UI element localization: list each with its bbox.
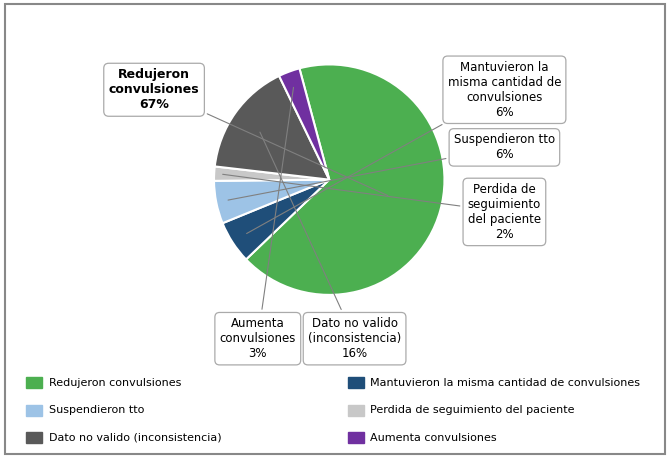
Wedge shape [214, 166, 329, 181]
Text: Dato no valido
(inconsistencia)
16%: Dato no valido (inconsistencia) 16% [260, 132, 401, 360]
Text: Mantuvieron la
misma cantidad de
convulsiones
6%: Mantuvieron la misma cantidad de convuls… [247, 61, 561, 234]
Text: Redujeron
convulsiones
67%: Redujeron convulsiones 67% [109, 68, 388, 196]
Text: Suspendieron tto
6%: Suspendieron tto 6% [228, 133, 555, 200]
Bar [348, 377, 364, 388]
Bar [26, 405, 42, 416]
Text: Suspendieron tto: Suspendieron tto [49, 405, 144, 415]
Wedge shape [214, 180, 329, 223]
Wedge shape [222, 180, 329, 259]
Text: Aumenta
convulsiones
3%: Aumenta convulsiones 3% [220, 87, 296, 360]
Bar [348, 432, 364, 443]
Text: Dato no valido (inconsistencia): Dato no valido (inconsistencia) [49, 433, 221, 443]
Text: Redujeron convulsiones: Redujeron convulsiones [49, 378, 181, 388]
Bar [348, 405, 364, 416]
Bar [26, 432, 42, 443]
Bar [26, 377, 42, 388]
Wedge shape [279, 68, 329, 180]
Text: Perdida de
seguimiento
del paciente
2%: Perdida de seguimiento del paciente 2% [222, 174, 541, 241]
Wedge shape [246, 65, 444, 295]
Text: Perdida de seguimiento del paciente: Perdida de seguimiento del paciente [371, 405, 575, 415]
Wedge shape [215, 76, 329, 180]
Text: Aumenta convulsiones: Aumenta convulsiones [371, 433, 497, 443]
Text: Mantuvieron la misma cantidad de convulsiones: Mantuvieron la misma cantidad de convuls… [371, 378, 641, 388]
